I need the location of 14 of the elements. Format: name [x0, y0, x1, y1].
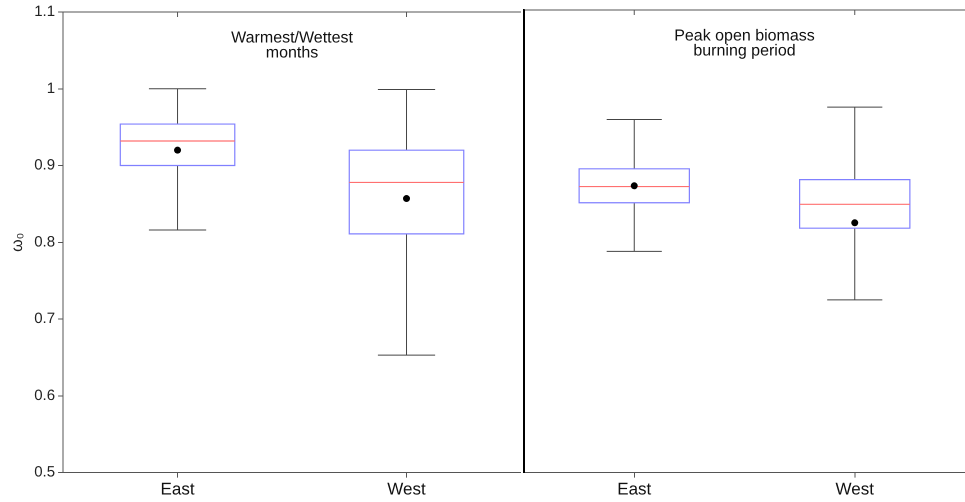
y-tick-label: 1 [46, 80, 56, 97]
x-tick-label: East [160, 479, 195, 498]
y-tick-label: 0.6 [34, 386, 56, 404]
y-tick-label: 0.8 [34, 233, 56, 250]
x-tick-label: West [836, 479, 874, 498]
text: Peak open biomass burning period [674, 27, 815, 60]
y-tick-label: 0.7 [34, 310, 56, 328]
text: Warmest/Wettest months [231, 29, 354, 62]
y-tick-label: 0.9 [34, 156, 56, 174]
y-axis-title: ω₀ [9, 232, 26, 252]
x-tick-label: West [387, 479, 426, 498]
x-tick-label: East [617, 479, 652, 498]
y-tick-label: 1.1 [34, 3, 56, 20]
y-tick-label: 0.5 [34, 464, 56, 481]
